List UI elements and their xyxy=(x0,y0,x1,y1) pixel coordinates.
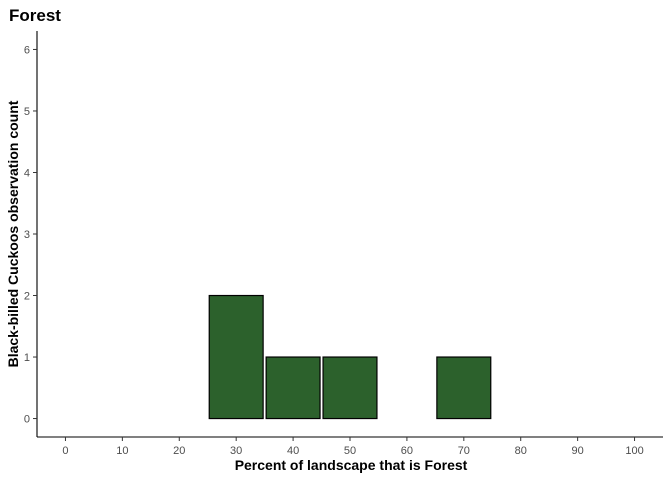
y-tick-label-5: 5 xyxy=(24,106,30,118)
x-tick-label-0: 0 xyxy=(62,445,68,457)
bar-40 xyxy=(265,356,321,420)
y-axis-title: Black-billed Cuckoos observation count xyxy=(5,100,21,367)
x-tick-label-70: 70 xyxy=(458,445,470,457)
x-tick-label-80: 80 xyxy=(515,445,527,457)
y-tick-label-4: 4 xyxy=(24,167,30,179)
x-tick-label-20: 20 xyxy=(173,445,185,457)
x-axis: 0 10 20 30 40 50 60 70 80 90 100 xyxy=(37,436,663,457)
y-tick-label-6: 6 xyxy=(24,44,30,56)
x-tick-label-100: 100 xyxy=(625,445,643,457)
bars-group xyxy=(208,294,492,420)
chart-title: Forest xyxy=(9,6,61,25)
bar-70 xyxy=(436,356,492,420)
x-tick-label-60: 60 xyxy=(401,445,413,457)
y-tick-label-0: 0 xyxy=(24,414,30,426)
y-tick-label-2: 2 xyxy=(24,291,30,303)
x-tick-label-30: 30 xyxy=(230,445,242,457)
x-tick-label-40: 40 xyxy=(287,445,299,457)
y-tick-label-1: 1 xyxy=(24,352,30,364)
x-tick-label-10: 10 xyxy=(116,445,128,457)
x-tick-label-50: 50 xyxy=(344,445,356,457)
x-axis-title: Percent of landscape that is Forest xyxy=(235,457,468,473)
y-axis: 0 1 2 3 4 5 6 xyxy=(24,31,38,437)
x-tick-label-90: 90 xyxy=(572,445,584,457)
y-tick-label-3: 3 xyxy=(24,229,30,241)
bar-30 xyxy=(208,294,264,420)
bar-50 xyxy=(322,356,378,420)
